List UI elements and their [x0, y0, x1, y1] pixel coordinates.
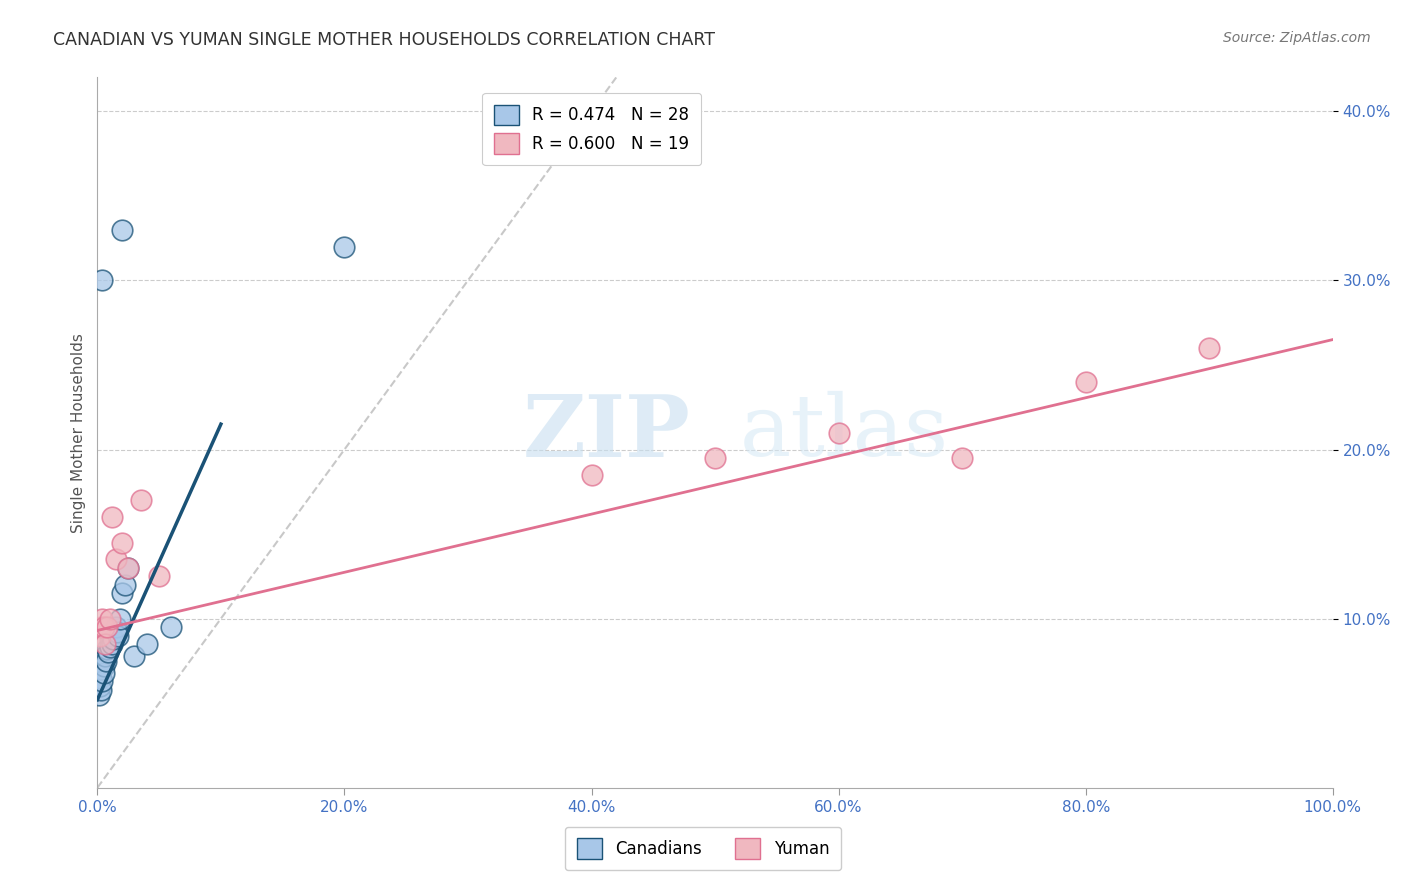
Point [98, 640, 121, 655]
Legend: R = 0.474   N = 28, R = 0.600   N = 19: R = 0.474 N = 28, R = 0.600 N = 19 [482, 93, 700, 165]
Point [101, 510, 124, 524]
Point [104, 620, 127, 634]
Point [89, 628, 111, 642]
Point [827, 425, 849, 440]
Point [87, 688, 110, 702]
Text: atlas: atlas [740, 391, 949, 475]
Point [1198, 341, 1220, 355]
Point [90, 682, 112, 697]
Text: ZIP: ZIP [523, 391, 690, 475]
Point [91, 273, 114, 287]
Point [1074, 375, 1097, 389]
Point [91, 612, 114, 626]
Point [135, 637, 157, 651]
Point [89, 679, 111, 693]
Point [101, 637, 124, 651]
Point [111, 586, 134, 600]
Point [94, 637, 117, 651]
Point [124, 648, 146, 663]
Point [108, 612, 131, 626]
Point [96, 620, 118, 634]
Legend: Canadians, Yuman: Canadians, Yuman [565, 827, 841, 871]
Point [89, 671, 111, 685]
Point [98, 612, 121, 626]
Point [93, 665, 115, 680]
Point [105, 625, 128, 640]
Y-axis label: Single Mother Households: Single Mother Households [72, 333, 86, 533]
Point [107, 628, 129, 642]
Point [111, 535, 134, 549]
Text: Source: ZipAtlas.com: Source: ZipAtlas.com [1223, 31, 1371, 45]
Point [160, 620, 183, 634]
Point [104, 552, 127, 566]
Point [93, 620, 115, 634]
Point [148, 569, 170, 583]
Point [93, 659, 115, 673]
Point [96, 642, 118, 657]
Point [98, 632, 121, 646]
Point [950, 450, 973, 465]
Point [117, 561, 139, 575]
Point [91, 674, 114, 689]
Point [103, 632, 125, 646]
Point [90, 662, 112, 676]
Text: CANADIAN VS YUMAN SINGLE MOTHER HOUSEHOLDS CORRELATION CHART: CANADIAN VS YUMAN SINGLE MOTHER HOUSEHOL… [53, 31, 716, 49]
Point [581, 467, 603, 482]
Point [114, 578, 136, 592]
Point [333, 239, 356, 253]
Point [129, 493, 152, 508]
Point [100, 628, 122, 642]
Point [111, 222, 134, 236]
Point [94, 654, 117, 668]
Point [94, 648, 117, 663]
Point [97, 645, 120, 659]
Point [90, 620, 112, 634]
Point [704, 450, 727, 465]
Point [117, 561, 139, 575]
